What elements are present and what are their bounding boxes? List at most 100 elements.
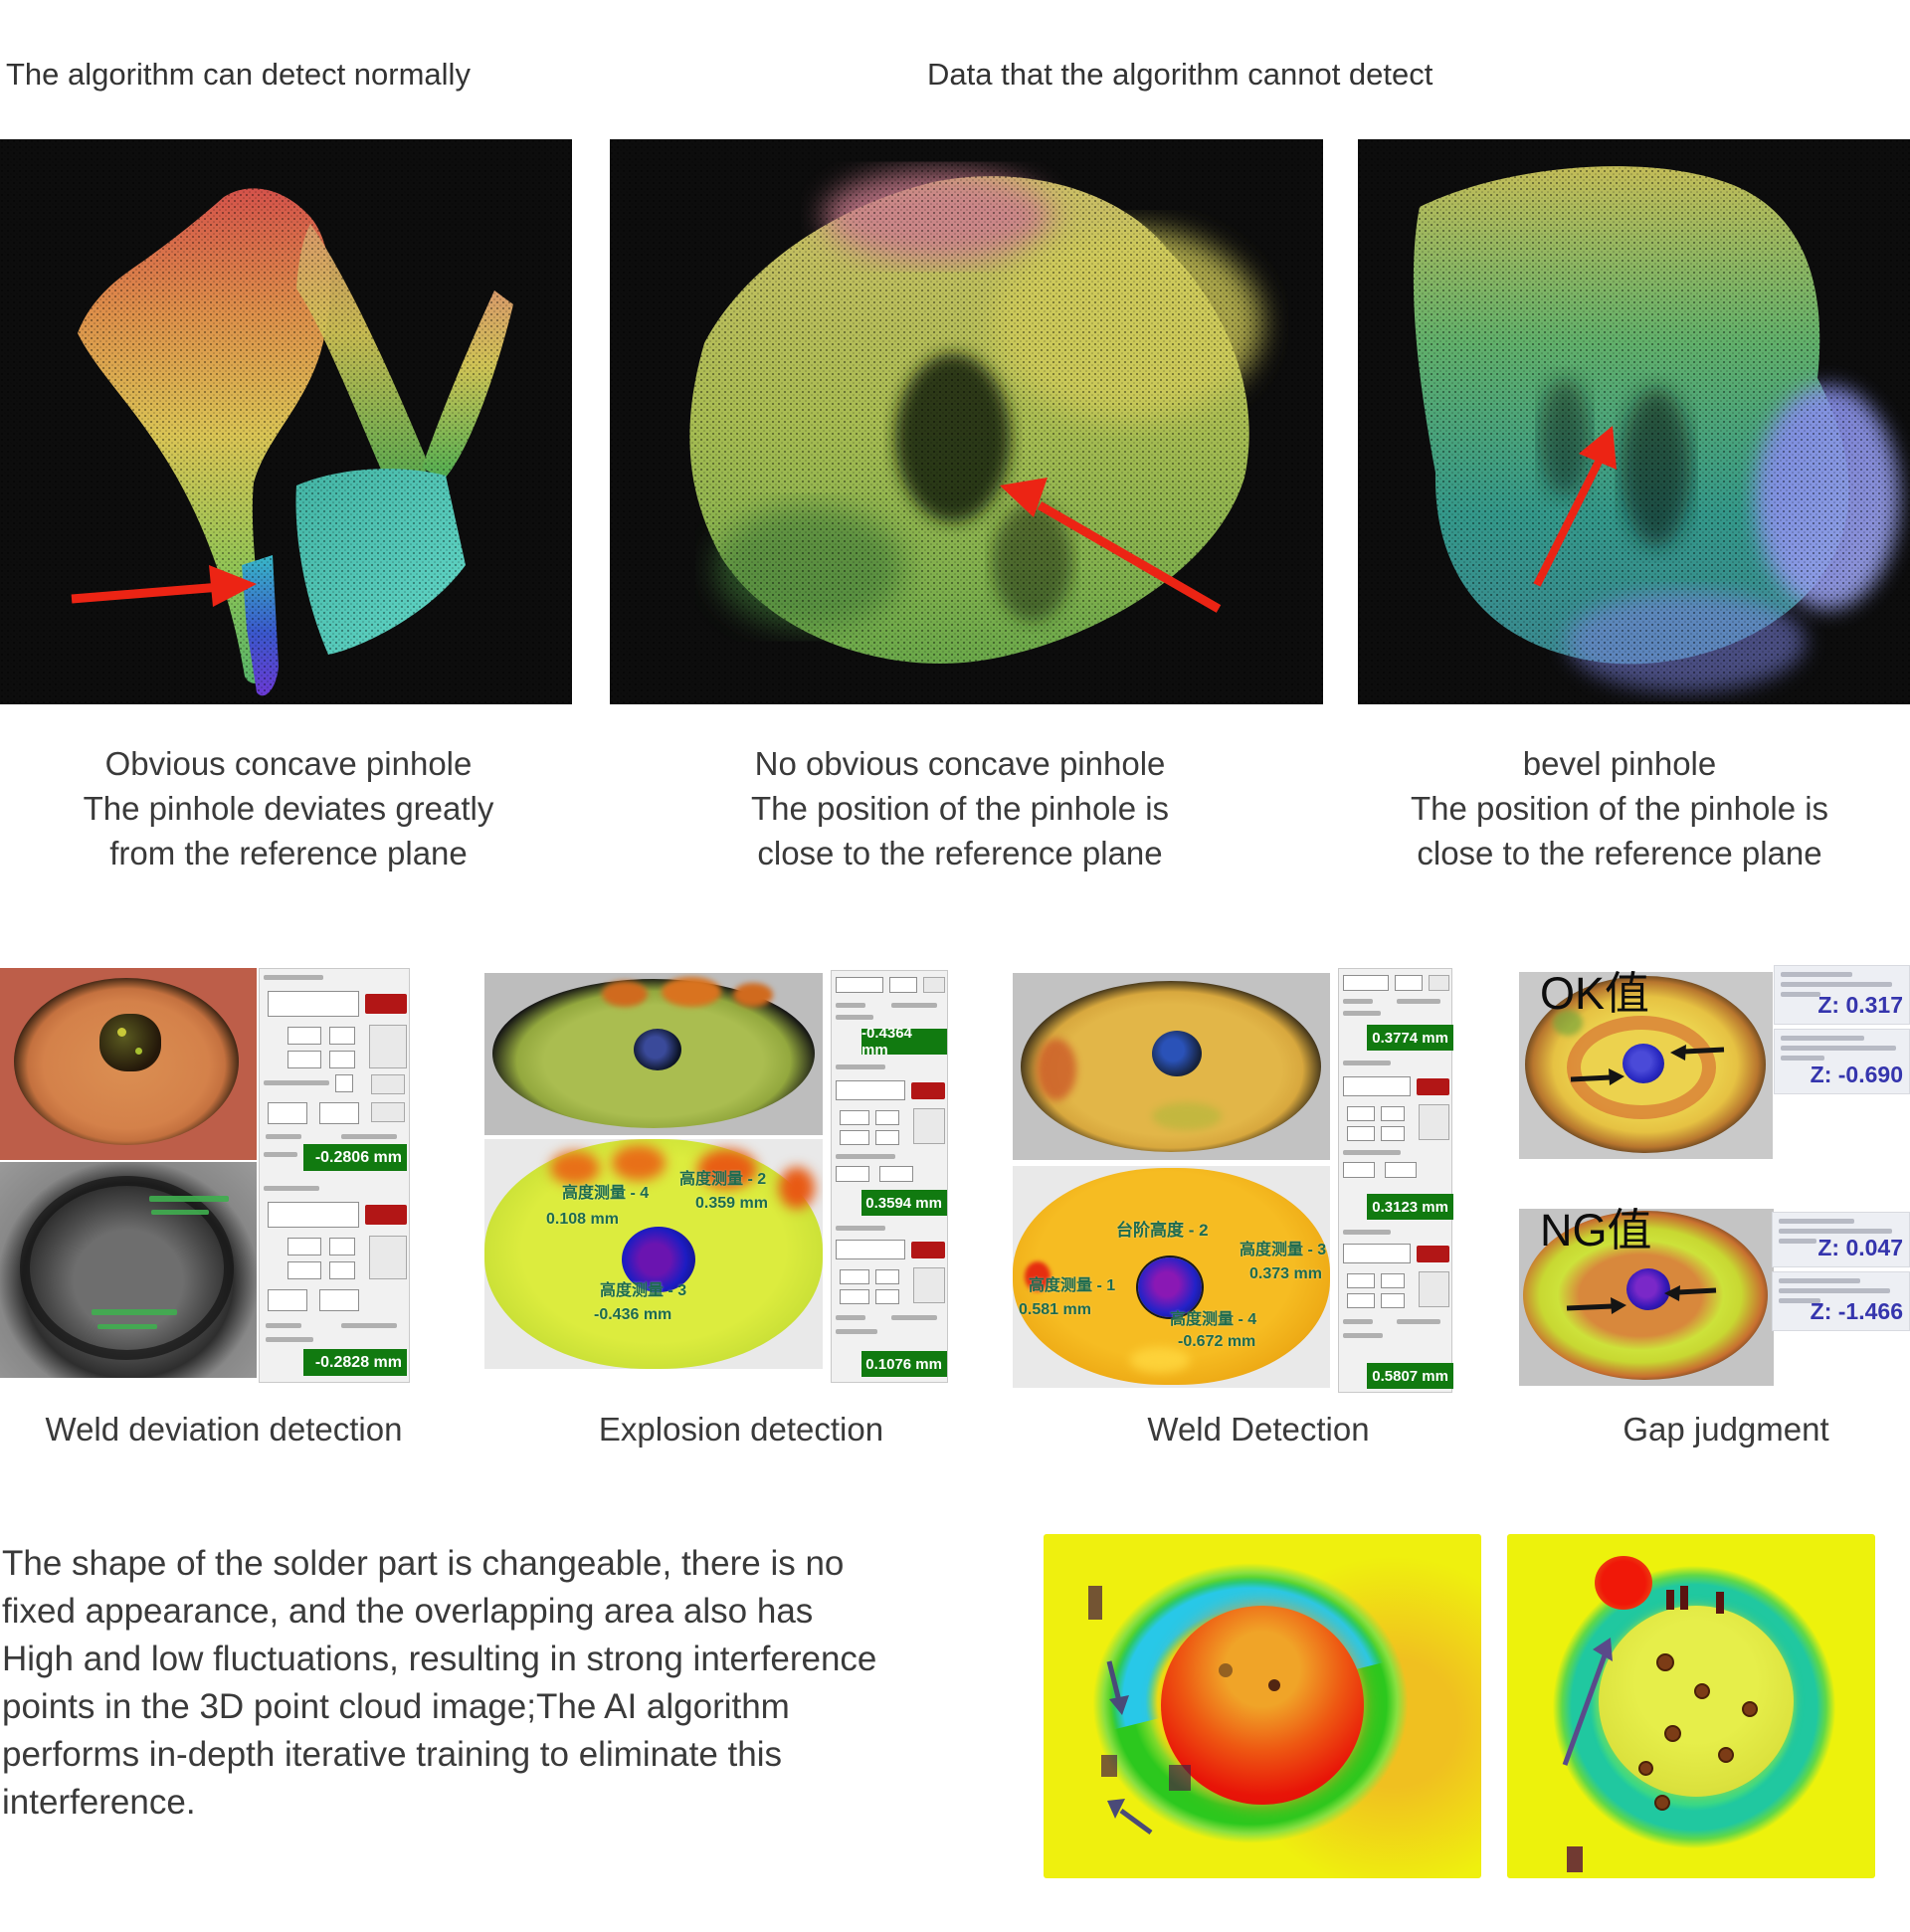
panel-input[interactable] [879, 1166, 913, 1182]
panel-input[interactable] [319, 1289, 359, 1311]
panel-input[interactable] [836, 1080, 905, 1100]
panel-stat-line [891, 1003, 937, 1008]
result-value-bar: 0.5807 mm [1367, 1363, 1453, 1389]
result-value: 0.3774 mm [1372, 1029, 1448, 1047]
hot-spot [612, 1145, 666, 1181]
panel-red-button[interactable] [911, 1242, 945, 1258]
panel-gray-button[interactable] [913, 1108, 945, 1144]
hot-spot [1025, 1261, 1050, 1291]
panel-input[interactable] [1343, 1076, 1411, 1096]
header-right: Data that the algorithm cannot detect [927, 57, 1433, 92]
panel-input[interactable] [840, 1130, 869, 1145]
panel-input[interactable] [836, 1240, 905, 1259]
panel-input[interactable] [329, 1051, 355, 1068]
panel-input[interactable] [287, 1261, 321, 1279]
info-line [1781, 982, 1892, 987]
panel-input[interactable] [268, 1102, 307, 1124]
ng-info-box-1: Z: 0.047 [1772, 1212, 1910, 1267]
panel-input[interactable] [1381, 1293, 1405, 1308]
panel-gray-button[interactable] [913, 1267, 945, 1303]
panel-red-button[interactable] [911, 1082, 945, 1099]
dark-marker [1101, 1755, 1117, 1777]
caption-line: Obvious concave pinhole [104, 745, 473, 782]
heatmap-annotation-value: 0.373 mm [1249, 1265, 1322, 1282]
panel-input[interactable] [287, 1027, 321, 1045]
heatmap-annotation-value: -0.672 mm [1178, 1333, 1256, 1350]
panel-input[interactable] [836, 1166, 869, 1182]
pointcloud-2-graphic [610, 139, 1323, 704]
panel-title-line [264, 975, 323, 980]
pointcloud-caption-3: bevel pinhole The position of the pinhol… [1351, 741, 1888, 875]
heatmap-annotation-label: 高度测量 - 3 [600, 1282, 687, 1299]
panel-input[interactable] [840, 1110, 869, 1125]
panel-input[interactable] [1381, 1126, 1405, 1141]
panel-red-button[interactable] [365, 1205, 407, 1225]
panel-input[interactable] [268, 1289, 307, 1311]
panel-red-button[interactable] [1417, 1078, 1449, 1095]
detection-caption-4: Gap judgment [1623, 1411, 1829, 1448]
paragraph-line: performs in-depth iterative training to … [2, 1735, 782, 1774]
panel-input[interactable] [1395, 975, 1423, 991]
info-line [1781, 1046, 1896, 1051]
annotation-arrows-icon [1106, 1660, 1153, 1835]
panel-gray-button[interactable] [371, 1102, 405, 1122]
orange-edge-spot [1037, 1039, 1076, 1100]
red-arrow-icon [71, 565, 257, 607]
brown-dot [1219, 1663, 1233, 1677]
panel-input[interactable] [329, 1027, 355, 1045]
panel-gray-button[interactable] [371, 1074, 405, 1094]
pointcloud-caption-1: Obvious concave pinhole The pinhole devi… [20, 741, 557, 875]
panel-input[interactable] [1347, 1126, 1375, 1141]
panel-gray-button[interactable] [923, 977, 945, 993]
panel-input[interactable] [875, 1110, 899, 1125]
panel-gray-button[interactable] [1429, 975, 1449, 991]
panel-input[interactable] [287, 1238, 321, 1256]
panel-input[interactable] [1381, 1106, 1405, 1121]
detection-caption-3: Weld Detection [1147, 1411, 1370, 1448]
panel-input[interactable] [1347, 1273, 1375, 1288]
panel-stat-line [1343, 1011, 1381, 1016]
panel-gray-button[interactable] [369, 1236, 407, 1279]
panel-input[interactable] [329, 1238, 355, 1256]
panel-gray-button[interactable] [1419, 1271, 1449, 1307]
panel-input[interactable] [875, 1289, 899, 1304]
panel-input[interactable] [287, 1051, 321, 1068]
ai-heatmap-right [1507, 1534, 1875, 1878]
weld-detection-photo-top [1013, 973, 1330, 1160]
panel-input[interactable] [1343, 1162, 1375, 1178]
pointcloud-3-graphic [1358, 139, 1910, 704]
panel-input[interactable] [1347, 1106, 1375, 1121]
heatmap-annotation-label: 高度测量 - 1 [1029, 1277, 1116, 1294]
panel-input[interactable] [1347, 1293, 1375, 1308]
panel-input[interactable] [889, 977, 917, 993]
ok-info-box-1: Z: 0.317 [1774, 965, 1910, 1025]
panel-input[interactable] [875, 1269, 899, 1284]
panel-input[interactable] [319, 1102, 359, 1124]
panel-input[interactable] [1381, 1273, 1405, 1288]
panel-gray-button[interactable] [369, 1025, 407, 1068]
panel-red-button[interactable] [365, 994, 407, 1014]
panel-input[interactable] [335, 1074, 353, 1092]
panel-stat-line [266, 1134, 301, 1139]
panel-input[interactable] [836, 977, 883, 993]
panel-label-line [264, 1080, 329, 1085]
panel-red-button[interactable] [1417, 1246, 1449, 1262]
panel-input[interactable] [1385, 1162, 1417, 1178]
panel-input[interactable] [268, 1202, 359, 1228]
panel-input[interactable] [1343, 975, 1389, 991]
panel-input[interactable] [329, 1261, 355, 1279]
panel-input[interactable] [268, 991, 359, 1017]
panel-input[interactable] [840, 1269, 869, 1284]
panel-input[interactable] [875, 1130, 899, 1145]
caption-line: from the reference plane [109, 835, 468, 871]
green-annotation-mark [151, 1210, 209, 1215]
brown-dot [1638, 1761, 1653, 1776]
panel-title-line [1343, 1230, 1391, 1235]
info-line [1781, 1036, 1864, 1041]
orange-bump [602, 981, 648, 1007]
panel-input[interactable] [840, 1289, 869, 1304]
panel-gray-button[interactable] [1419, 1104, 1449, 1140]
panel-input[interactable] [1343, 1244, 1411, 1263]
dark-marker [1567, 1846, 1583, 1872]
bright-spot [1130, 1347, 1190, 1373]
